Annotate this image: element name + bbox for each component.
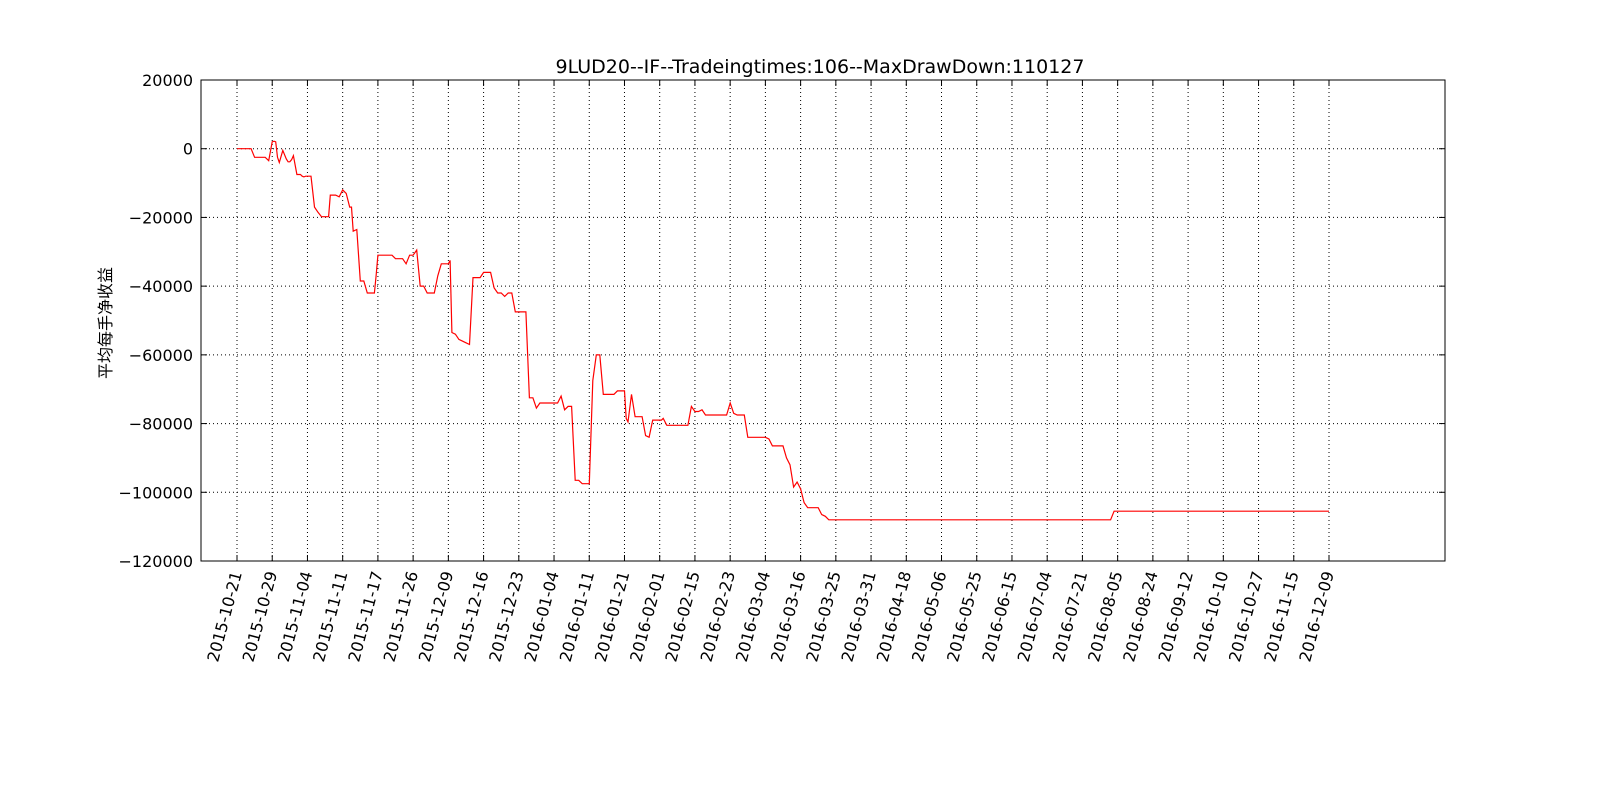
x-tick-label: 2015-11-11 xyxy=(309,569,351,664)
x-tick-label: 2016-06-15 xyxy=(978,569,1020,664)
y-tick-label: −100000 xyxy=(119,483,193,502)
x-tick-label: 2016-07-04 xyxy=(1014,569,1056,664)
x-tick-label: 2016-08-05 xyxy=(1084,569,1126,664)
x-tick-label: 2016-07-21 xyxy=(1049,569,1091,664)
x-tick-label: 2016-01-04 xyxy=(520,569,562,664)
x-tick-label: 2016-01-11 xyxy=(556,569,598,664)
y-tick-label: −80000 xyxy=(129,415,193,434)
x-tick-label: 2016-02-01 xyxy=(626,569,668,664)
x-tick-label: 2016-12-09 xyxy=(1295,569,1337,664)
grid xyxy=(201,80,1445,561)
x-tick-label: 2016-10-27 xyxy=(1225,569,1267,664)
x-tick-label: 2015-12-09 xyxy=(415,569,457,664)
x-tick-label: 2015-11-04 xyxy=(274,569,316,664)
x-tick-label: 2016-05-06 xyxy=(908,569,950,664)
x-tick-label: 2016-03-16 xyxy=(767,569,809,664)
y-axis-label: 平均每手净收益 xyxy=(96,267,115,379)
y-tick-label: −60000 xyxy=(129,346,193,365)
y-tick-label: 20000 xyxy=(142,71,193,90)
x-tick-label: 2016-01-21 xyxy=(591,569,633,664)
x-tick-label: 2016-03-04 xyxy=(732,569,774,664)
series-layer xyxy=(237,140,1329,521)
x-tick-label: 2016-10-10 xyxy=(1190,569,1232,664)
x-tick-label: 2016-03-25 xyxy=(802,569,844,664)
x-tick-label: 2016-04-18 xyxy=(873,569,915,664)
x-axis-ticks: 2015-10-212015-10-292015-11-042015-11-11… xyxy=(203,80,1338,664)
y-tick-label: 0 xyxy=(183,140,193,159)
plot-area-frame xyxy=(200,79,1446,562)
x-tick-label: 2016-05-25 xyxy=(943,569,985,664)
x-tick-label: 2016-02-15 xyxy=(661,569,703,664)
x-tick-label: 2016-11-15 xyxy=(1260,569,1302,664)
x-tick-label: 2016-08-24 xyxy=(1119,569,1161,664)
y-axis-ticks: 20000 0 −20000 −40000 −60000 −80000 −100000 −12… xyxy=(119,71,1445,571)
x-tick-label: 2016-02-23 xyxy=(697,569,739,664)
x-tick-label: 2015-12-16 xyxy=(450,569,492,664)
chart-title: 9LUD20--IF--Tradeingtimes:106--MaxDrawDo… xyxy=(556,56,1085,78)
x-tick-label: 2015-10-21 xyxy=(203,569,245,664)
x-tick-label: 2015-12-23 xyxy=(485,569,527,664)
y-tick-label: −120000 xyxy=(119,552,193,571)
y-tick-label: −40000 xyxy=(129,277,193,296)
x-tick-label: 2016-03-31 xyxy=(838,569,880,664)
x-tick-label: 2016-09-12 xyxy=(1155,569,1197,664)
y-tick-label: −20000 xyxy=(129,208,193,227)
series-line xyxy=(237,140,1329,521)
x-tick-label: 2015-10-29 xyxy=(239,569,281,664)
x-tick-label: 2015-11-17 xyxy=(344,569,386,664)
x-tick-label: 2015-11-26 xyxy=(380,569,422,664)
